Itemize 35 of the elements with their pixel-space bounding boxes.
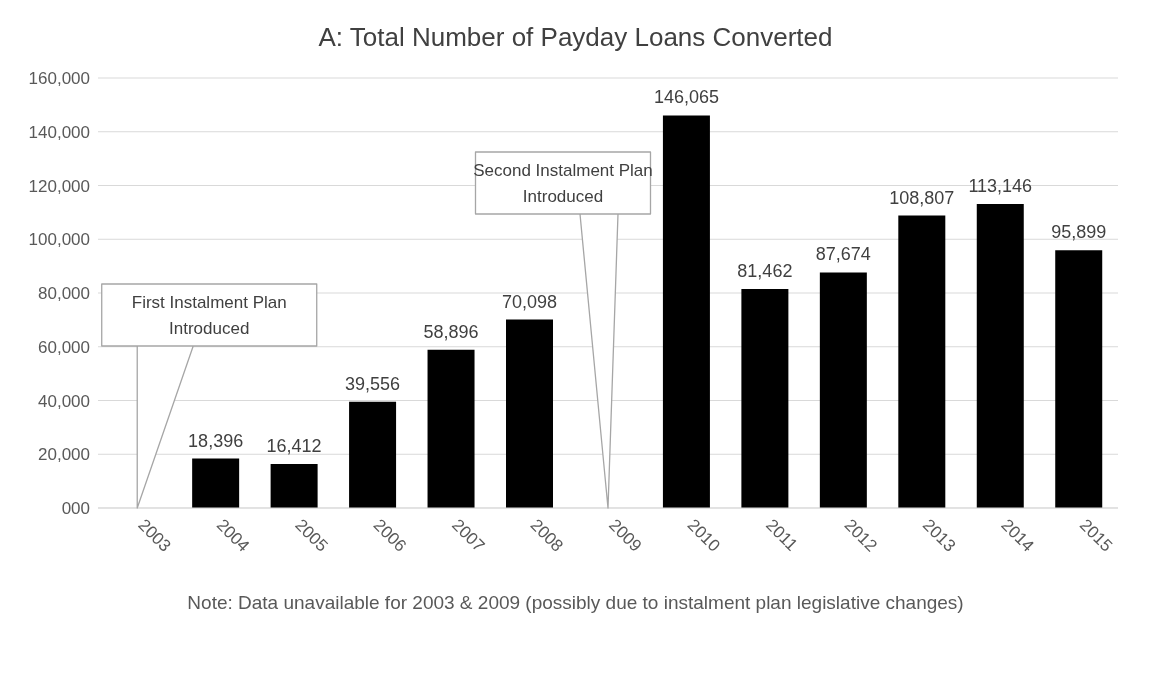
annotation: First Instalment Plan Introduced xyxy=(131,293,287,338)
bar xyxy=(192,458,240,508)
data-label: 16,412 xyxy=(266,435,322,456)
data-label: 108,807 xyxy=(889,187,955,208)
bar xyxy=(506,319,553,508)
bar xyxy=(741,289,789,508)
y-tick-label: 140,000 xyxy=(28,122,90,142)
y-tick-label: 120,000 xyxy=(28,176,90,196)
bar xyxy=(349,401,397,508)
bar xyxy=(270,463,318,508)
data-label: 70,098 xyxy=(501,291,558,312)
text: Note: Data unavailable for 2003 & 2009 (possibly due to instalment plan legislative changes) xyxy=(186,592,965,614)
data-label: 146,065 xyxy=(653,87,719,108)
y-tick-label: 40,000 xyxy=(38,391,90,411)
bar xyxy=(976,203,1024,508)
data-label: 113,146 xyxy=(968,175,1033,196)
bar xyxy=(662,115,710,508)
bar xyxy=(819,272,867,508)
chart-title: A: Total Number of Payday Loans Converted xyxy=(317,21,834,54)
data-label: 87,674 xyxy=(815,244,871,265)
data-label: 58,896 xyxy=(423,321,479,342)
bar xyxy=(427,349,475,508)
data-label: 95,899 xyxy=(1051,222,1107,243)
y-tick-label: 160,000 xyxy=(28,69,90,89)
y-tick-label: 20,000 xyxy=(38,445,90,465)
y-tick-label: 100,000 xyxy=(28,230,90,250)
data-label: 81,462 xyxy=(737,261,793,282)
data-label: 18,396 xyxy=(188,430,244,451)
y-tick-label: 80,000 xyxy=(38,284,90,304)
y-tick-label: 60,000 xyxy=(38,337,90,357)
bar xyxy=(898,215,946,508)
y-tick-label: 000 xyxy=(61,499,90,519)
data-label: 39,556 xyxy=(345,373,401,394)
annotation: Second Instalment Plan Introduced xyxy=(473,161,653,206)
bar xyxy=(1055,250,1103,508)
